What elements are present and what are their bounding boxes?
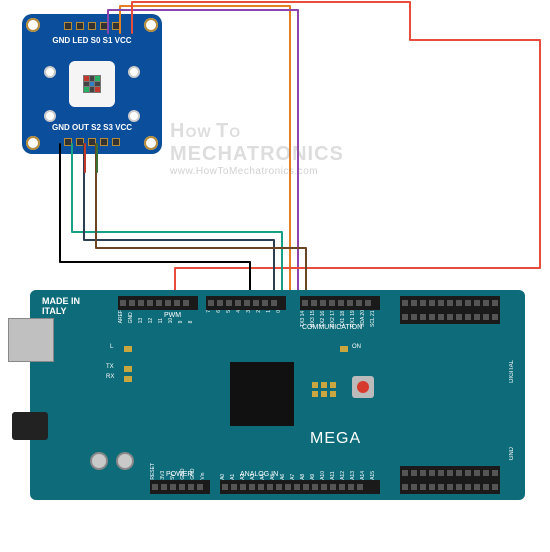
mount-hole [26,136,40,150]
led-rx-label: RX [106,374,114,380]
pin-label: 3 [246,310,256,313]
digital-right-label: DIGITAL [509,360,515,383]
pin-label: A1 [230,471,240,480]
pin-label: TX2 16 [320,310,330,327]
pin-label: A13 [350,471,360,480]
pin-label: 13 [138,310,148,323]
pin-label: A2 [240,471,250,480]
pin-label: RESET [150,463,160,480]
pin-label: TX3 14 [300,310,310,327]
mount-hole [144,18,158,32]
pin-labels-top-mid: 76543210 [206,310,286,313]
pin-label: 5 [226,310,236,313]
pin-label: GND [128,310,138,323]
pin-label: A11 [330,471,340,480]
led-hole [44,66,56,78]
pin-label: A15 [370,471,380,480]
pin-label: A12 [340,471,350,480]
pin-label: 4 [236,310,246,313]
watermark-url: www.HowToMechatronics.com [170,166,344,177]
made-in-label: MADE INITALY [42,296,80,316]
led-hole [44,110,56,122]
led-on [340,346,348,352]
header-digital-right [206,296,286,310]
led-rx [124,376,132,382]
pin-label: A5 [270,471,280,480]
usb-port [8,318,54,362]
header-analog [220,480,380,494]
pin-label: 6 [216,310,226,313]
pin-labels-top-left: AREFGND1312111098 [118,310,198,323]
pin-label: 3V3 [160,463,170,480]
pin-label: A6 [280,471,290,480]
tcs3200-chip [69,61,115,107]
led-tx [124,366,132,372]
pin-label: 1 [266,310,276,313]
capacitor [116,452,134,470]
sensor-top-pin-label: GND LED S0 S1 VCC [52,36,131,45]
reset-button[interactable] [352,376,374,398]
led-hole [128,66,140,78]
pin-label: A9 [310,471,320,480]
header-right-double-bot [400,466,500,494]
watermark: HOW TO MECHATRONICS www.HowToMechatronic… [170,120,344,177]
led-l [124,346,132,352]
pin-label: RX1 19 [350,310,360,327]
mount-hole [144,136,158,150]
pin-labels-analog: A0A1A2A3A4A5A6A7A8A9A10A11A12A13A14A15 [220,471,380,480]
pin-label: 2 [256,310,266,313]
header-power [150,480,210,494]
pin-label: 12 [148,310,158,323]
pin-label: 9 [178,310,188,323]
arduino-mega-board: MADE INITALY L TX RX ON PWM COMMUNICATIO… [30,290,525,500]
pin-label: 11 [158,310,168,323]
pin-label: A14 [360,471,370,480]
pin-label: TX1 18 [340,310,350,327]
pin-label: 5V [170,463,180,480]
pin-label: SDA 20 [360,310,370,327]
board-name: MEGA [310,430,361,448]
led-l-label: L [110,344,113,350]
header-digital-left [118,296,198,310]
pin-label: RX3 15 [310,310,320,327]
tcs3200-sensor-module: GND LED S0 S1 VCC GND OUT S2 S3 VCC [22,14,162,154]
pin-label: AREF [118,310,128,323]
sensor-pin-row-bottom [64,138,120,146]
pin-label: A7 [290,471,300,480]
atmega-chip [230,362,294,426]
barrel-jack [12,412,48,440]
pin-label: 0 [276,310,286,313]
header-communication [300,296,380,310]
pin-label: A10 [320,471,330,480]
pin-label: A3 [250,471,260,480]
watermark-text: H [170,120,185,142]
watermark-text: MECHATRONICS [170,143,344,166]
capacitor [90,452,108,470]
pin-labels-comm: TX3 14RX3 15TX2 16RX2 17TX1 18RX1 19SDA … [300,310,380,327]
pin-label: Vin [200,463,210,480]
gnd-right-label: GND [509,447,515,460]
sensor-pin-row-top [64,22,120,30]
led-hole [128,110,140,122]
pin-label: SCL 21 [370,310,380,327]
pin-label: A8 [300,471,310,480]
pin-label: 10 [168,310,178,323]
led-tx-label: TX [106,364,114,370]
led-on-label: ON [352,344,361,350]
pin-label: GND [180,463,190,480]
sensor-bottom-pin-label: GND OUT S2 S3 VCC [52,123,132,132]
mount-hole [26,18,40,32]
pin-label: RX2 17 [330,310,340,327]
diagram-stage: GND LED S0 S1 VCC GND OUT S2 S3 VCC HOW … [0,0,550,552]
pin-label: GND [190,463,200,480]
pin-label: A0 [220,471,230,480]
pin-label: 7 [206,310,216,313]
header-right-double [400,296,500,324]
pin-label: A4 [260,471,270,480]
smd-pads [312,382,336,397]
pin-labels-power: RESET3V35VGNDGNDVin [150,463,210,480]
pin-label: 8 [188,310,198,323]
